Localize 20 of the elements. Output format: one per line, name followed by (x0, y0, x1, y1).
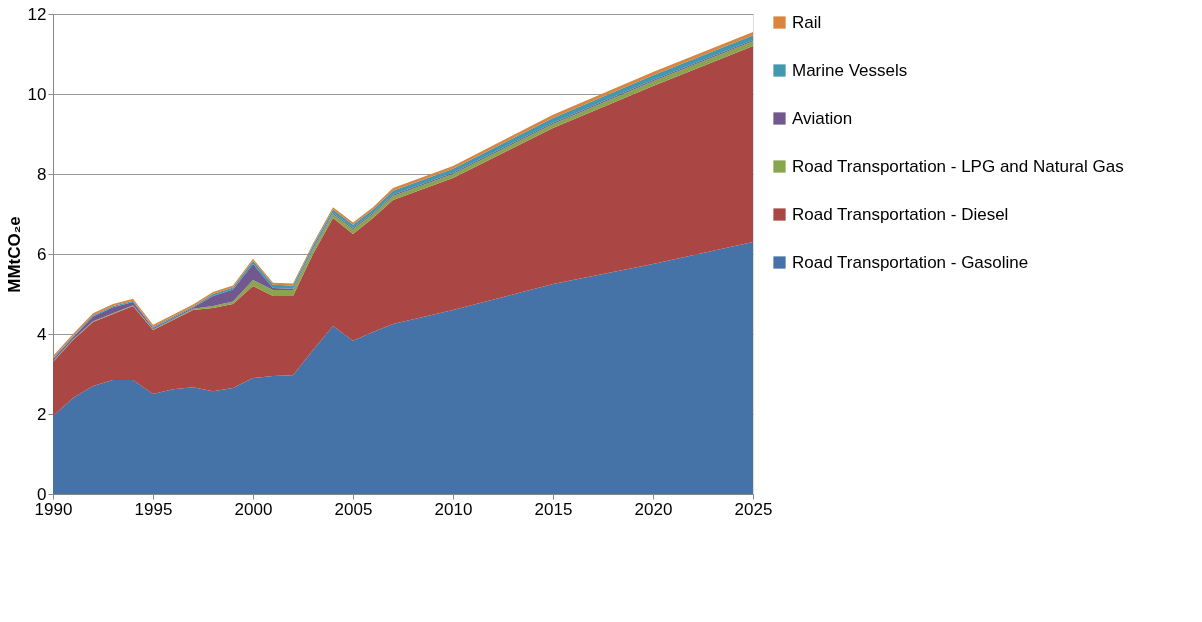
legend-label: Rail (792, 12, 822, 32)
y-tick-label: 6 (37, 244, 47, 264)
legend-label: Road Transportation - Gasoline (792, 252, 1029, 272)
y-tick-label: 12 (27, 4, 47, 24)
legend-label: Road Transportation - LPG and Natural Gas (792, 156, 1124, 176)
y-tick-label: 10 (27, 84, 47, 104)
legend-label: Road Transportation - Diesel (792, 204, 1009, 224)
x-tick-label: 2015 (534, 499, 573, 519)
y-tick-label: 4 (37, 324, 47, 344)
x-tick-label: 2010 (434, 499, 473, 519)
legend-label: Aviation (792, 108, 853, 128)
x-tick-label: 2000 (234, 499, 273, 519)
x-tick-label: 2005 (334, 499, 373, 519)
x-tick-label: 1995 (134, 499, 173, 519)
legend-label: Marine Vessels (792, 60, 908, 80)
x-tick-label: 2025 (734, 499, 773, 519)
y-axis-title: MMtCO₂e (4, 216, 24, 293)
y-tick-label: 8 (37, 164, 47, 184)
y-tick-label: 2 (37, 404, 47, 424)
x-tick-label: 2020 (634, 499, 673, 519)
